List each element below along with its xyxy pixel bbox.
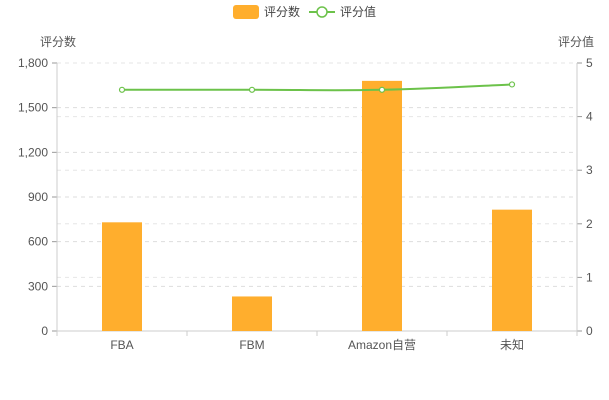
line-point (118, 86, 126, 93)
y-right-tick-label: 0 (586, 324, 593, 338)
tick-labels: 0 300 600 900 1,200 1,500 1,800 0 1 2 3 4 5 FBA FBM Ama… (18, 56, 593, 352)
y-right-tick-label: 2 (586, 217, 593, 231)
x-tick-label: Amazon自营 (348, 338, 416, 352)
legend: 评分数 评分值 (233, 4, 376, 19)
legend-item-line[interactable]: 评分值 (309, 4, 376, 19)
legend-label-bars: 评分数 (264, 4, 300, 19)
y-left-tick-label: 1,500 (18, 101, 48, 115)
line-point (248, 86, 256, 93)
bar-series (102, 80, 532, 331)
y-right-tick-label: 1 (586, 270, 593, 284)
y-right-tick-label: 5 (586, 56, 593, 70)
legend-label-line: 评分值 (340, 4, 376, 19)
y-right-tick-label: 3 (586, 163, 593, 177)
x-tick-label: 未知 (500, 338, 524, 352)
y-left-tick-label: 0 (41, 324, 48, 338)
y-right-axis-title: 评分值 (558, 34, 594, 49)
bar (362, 80, 402, 331)
y-left-tick-label: 1,800 (18, 56, 48, 70)
line-series (118, 81, 516, 93)
line-point (508, 81, 516, 88)
x-tick-label: FBM (239, 338, 264, 352)
legend-swatch-bars (233, 5, 259, 19)
line-point (378, 86, 386, 93)
y-right-tick-label: 4 (586, 110, 593, 124)
bar (492, 209, 532, 331)
legend-item-bars[interactable]: 评分数 (233, 4, 300, 19)
bar (102, 222, 142, 331)
legend-swatch-marker (316, 6, 328, 18)
gridlines (57, 62, 577, 287)
y-left-tick-label: 600 (28, 235, 48, 249)
y-left-axis-title: 评分数 (40, 34, 76, 49)
x-tick-label: FBA (110, 338, 133, 352)
line-path (122, 83, 513, 92)
y-left-tick-label: 900 (28, 190, 48, 204)
bar (232, 296, 272, 331)
y-left-tick-label: 300 (28, 279, 48, 293)
y-left-tick-label: 1,200 (18, 145, 48, 159)
axes (52, 62, 582, 336)
